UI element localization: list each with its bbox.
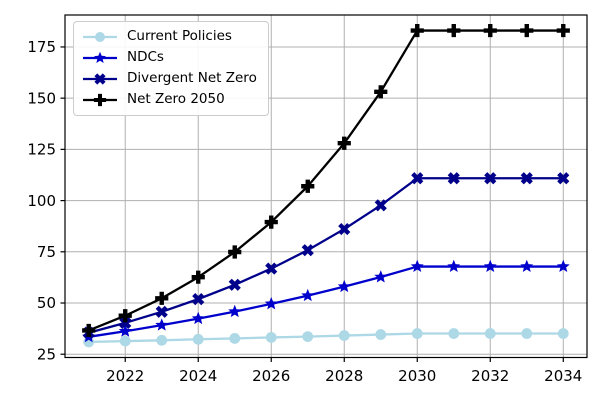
data-point-marker [520,259,534,273]
data-point-marker [119,335,131,347]
data-point-marker [302,331,314,343]
data-point-marker [338,330,350,341]
series-divergent-net-zero [82,172,570,339]
data-point-marker [337,136,351,150]
data-point-marker [483,23,497,38]
data-point-marker [95,31,105,42]
legend-line-sample [83,72,117,85]
y-tick-label: 175 [27,38,56,56]
x-tick-label: 2034 [544,367,582,385]
data-point-marker [82,323,96,338]
data-point-marker [483,259,497,273]
data-point-marker [118,309,132,323]
data-point-marker [155,305,168,318]
data-point-marker [228,304,242,318]
data-point-marker [410,23,424,38]
data-point-marker [484,328,496,339]
series-line [88,177,564,334]
y-tick-label: 125 [27,141,56,159]
data-point-marker [119,316,132,329]
data-point-marker [520,23,534,38]
chart-legend: Current Policies NDCs Divergent Net Zero Ne… [73,21,269,116]
data-point-marker [191,311,205,325]
data-point-marker [94,51,106,63]
axes-spines [64,14,588,359]
y-tick-label: 150 [27,89,56,107]
data-point-marker [556,259,570,273]
data-point-marker [301,244,314,257]
data-point-marker [337,279,351,293]
y-tick-label: 100 [27,192,56,210]
data-point-marker [411,328,423,339]
data-point-marker [447,23,461,38]
x-axis: 2022 2024 2026 2028 2030 2032 2034 [106,357,582,385]
data-point-marker [301,288,315,302]
legend-label: Current Policies [127,28,232,44]
data-point-marker [374,199,387,212]
data-point-marker [557,172,570,185]
data-point-marker [557,328,569,339]
data-point-marker [191,270,205,284]
data-point-marker [338,222,351,236]
x-tick-label: 2030 [398,367,436,385]
x-tick-label: 2022 [106,367,144,385]
series-line [88,265,564,338]
legend-item-current-policies: Current Policies [82,28,257,45]
data-point-marker [192,293,205,306]
data-point-marker [265,332,277,343]
data-point-marker [520,172,533,185]
data-point-marker [521,328,533,339]
grid [65,15,587,358]
data-point-marker [411,172,424,185]
x-tick-label: 2024 [179,367,217,385]
data-point-marker [374,85,388,99]
data-point-marker [447,259,461,273]
legend-label: Divergent Net Zero [127,70,257,86]
data-point-marker [229,333,241,344]
data-point-marker [265,262,278,275]
y-tick-label: 25 [37,345,56,363]
legend-label: NDCs [127,49,164,65]
data-point-marker [264,297,278,310]
x-tick-label: 2026 [252,367,290,385]
series-line [88,332,564,344]
data-point-marker [228,245,242,259]
legend-item-divergent-net-zero: Divergent Net Zero [82,70,257,87]
legend-line-sample [83,31,117,42]
legend-item-net-zero-2050: Net Zero 2050 [82,91,257,108]
data-point-marker [484,172,497,185]
series-net-zero-2050 [82,23,570,338]
data-point-marker [93,93,107,106]
legend-line-sample [83,51,117,63]
legend-line-sample [83,93,117,106]
data-point-marker [155,318,169,331]
data-point-marker [228,278,241,291]
data-point-marker [156,334,168,346]
legend-label: Net Zero 2050 [127,91,225,107]
data-point-marker [556,23,570,38]
y-axis: 25 50 75 100 125 150 175 [27,38,65,363]
data-point-marker [447,172,460,185]
data-point-marker [410,259,424,273]
data-point-marker [264,215,278,229]
x-tick-label: 2028 [325,367,363,385]
series-current-policies [83,328,569,348]
data-point-marker [118,324,132,337]
data-point-marker [374,270,388,283]
x-tick-label: 2032 [471,367,509,385]
y-tick-label: 50 [37,294,56,312]
data-point-marker [375,329,387,340]
data-point-marker [448,328,460,339]
y-tick-label: 75 [37,243,56,261]
data-point-marker [192,333,204,345]
legend-item-ndcs: NDCs [82,49,257,66]
data-point-marker [155,291,169,305]
data-point-marker [94,72,106,85]
data-point-marker [301,179,315,193]
